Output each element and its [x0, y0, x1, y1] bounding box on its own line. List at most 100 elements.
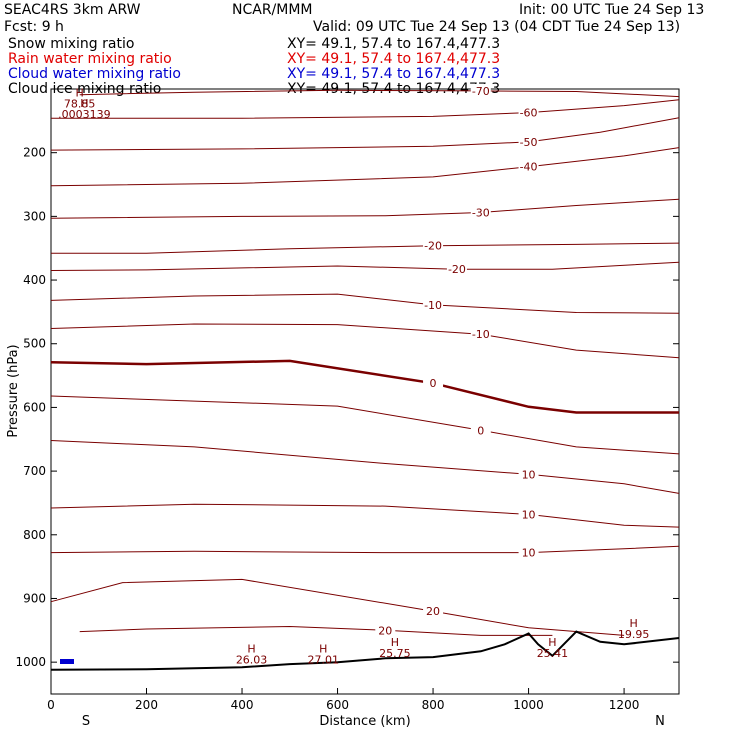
field-label-rain: Rain water mixing ratio — [8, 51, 172, 67]
high-value: 26.03 — [236, 654, 268, 667]
model-title: SEAC4RS 3km ARW — [4, 2, 141, 18]
contour-line — [50, 293, 680, 314]
contour-label: -50 — [520, 136, 538, 149]
high-value: .0003139 — [58, 108, 111, 121]
x-tick-label: 800 — [422, 698, 445, 712]
contour-line — [51, 242, 680, 254]
y-tick-label: 700 — [23, 464, 46, 478]
high-value: 19.95 — [618, 628, 650, 641]
contour-label-bg — [423, 604, 444, 617]
terrain-outline — [50, 630, 680, 671]
contour-label: -20 — [448, 263, 466, 276]
x-axis-label: Distance (km) — [319, 714, 410, 729]
contour-label: 10 — [522, 508, 536, 521]
contour-label-bg — [470, 423, 491, 436]
x-tick-label: 1000 — [513, 698, 544, 712]
valid-time: Valid: 09 UTC Tue 24 Sep 13 (04 CDT Tue … — [313, 19, 680, 35]
contour-label-bg — [423, 238, 444, 251]
cloud-water-marker — [60, 659, 74, 664]
contour-line — [50, 545, 680, 554]
contour-label-bg — [518, 545, 539, 558]
contour-label-bg — [518, 134, 539, 147]
x-tick-label: 200 — [135, 698, 158, 712]
field-label-snow: Snow mixing ratio — [8, 36, 134, 52]
x-tick-label: 0 — [47, 698, 55, 712]
contour-line — [79, 625, 553, 636]
high-value: 78.85 — [64, 98, 96, 111]
high-letter: H — [391, 636, 399, 649]
forecast-hour: Fcst: 9 h — [4, 19, 64, 35]
y-axis-label: Pressure (hPa) — [6, 344, 21, 437]
y-tick-label: 500 — [23, 337, 46, 351]
field-label-cloud-water: Cloud water mixing ratio — [8, 66, 181, 82]
contour-line — [50, 261, 680, 271]
center-title: NCAR/MMM — [232, 2, 313, 18]
contour-label: 20 — [378, 624, 392, 637]
contour-line — [50, 323, 680, 359]
high-letter: H — [548, 636, 556, 649]
contour-label-bg — [518, 105, 539, 118]
terrain-line — [50, 630, 680, 671]
contour-label-bg — [423, 376, 444, 389]
high-value: 25.75 — [379, 647, 411, 660]
contour-label: -10 — [424, 299, 442, 312]
contour-label-bg — [518, 507, 539, 520]
contour-lines: -70 -60 -50 -40 -30 -20 -20 -10 -10 0 0 10 10 10 20 20 — [50, 83, 680, 637]
north-label: N — [655, 714, 665, 729]
contour-line — [50, 395, 680, 455]
contour-line — [50, 503, 680, 528]
y-tick-label: 600 — [23, 400, 46, 414]
contour-line — [79, 89, 680, 98]
high-letter: H — [319, 643, 327, 656]
plot-frame — [50, 88, 680, 695]
high-letter: H — [247, 643, 255, 656]
contour-label-bg — [518, 159, 539, 172]
y-tick-label: 400 — [23, 273, 46, 287]
contour-label: -60 — [520, 107, 538, 120]
contour-label-bg — [518, 467, 539, 480]
contour-label: 0 — [430, 377, 437, 390]
field-xy-snow: XY= 49.1, 57.4 to 167.4,477.3 — [287, 36, 500, 52]
field-xy-cloud-water: XY= 49.1, 57.4 to 167.4,477.3 — [287, 66, 500, 82]
contour-line — [50, 440, 680, 494]
contour-label: -30 — [472, 207, 490, 220]
y-tick-label: 1000 — [15, 655, 46, 669]
contour-label: 0 — [477, 424, 484, 437]
high-markers: H78.85H.0003139H26.03H27.01H25.75H25.41H… — [58, 87, 649, 667]
y-tick-label: 300 — [23, 209, 46, 223]
high-value: 25.41 — [537, 647, 569, 660]
y-tick-label: 200 — [23, 146, 46, 160]
y-tick-label: 800 — [23, 528, 46, 542]
contour-label-bg — [470, 327, 491, 340]
high-letter: H — [80, 97, 88, 110]
contour-label-bg — [470, 83, 491, 96]
y-tick-label: 900 — [23, 591, 46, 605]
contour-label: -40 — [520, 161, 538, 174]
contour-label-bg — [423, 297, 444, 310]
contour-label: 10 — [522, 547, 536, 560]
high-letter: H — [629, 617, 637, 630]
x-axis-ticks: 0 200 400 600 800 1000 1200 — [47, 688, 639, 712]
x-tick-label: 600 — [326, 698, 349, 712]
contour-line — [50, 198, 680, 219]
contour-line — [51, 99, 680, 119]
init-time: Init: 00 UTC Tue 24 Sep 13 — [519, 2, 704, 18]
high-value: 27.01 — [307, 654, 339, 667]
contour-line — [50, 578, 625, 636]
contour-label: -10 — [472, 328, 490, 341]
contour-label: 10 — [522, 468, 536, 481]
contour-label: 20 — [426, 605, 440, 618]
x-tick-label: 1200 — [609, 698, 640, 712]
contour-label-bg — [375, 623, 396, 636]
contour-line — [50, 147, 680, 187]
contour-label-bg — [446, 262, 467, 275]
south-label: S — [82, 714, 90, 729]
field-xy-rain: XY= 49.1, 57.4 to 167.4,477.3 — [287, 51, 500, 67]
contour-label-bg — [470, 205, 491, 218]
contour-line — [50, 359, 679, 414]
x-tick-label: 400 — [231, 698, 254, 712]
contour-line — [50, 117, 680, 151]
high-letter: H — [76, 87, 84, 100]
